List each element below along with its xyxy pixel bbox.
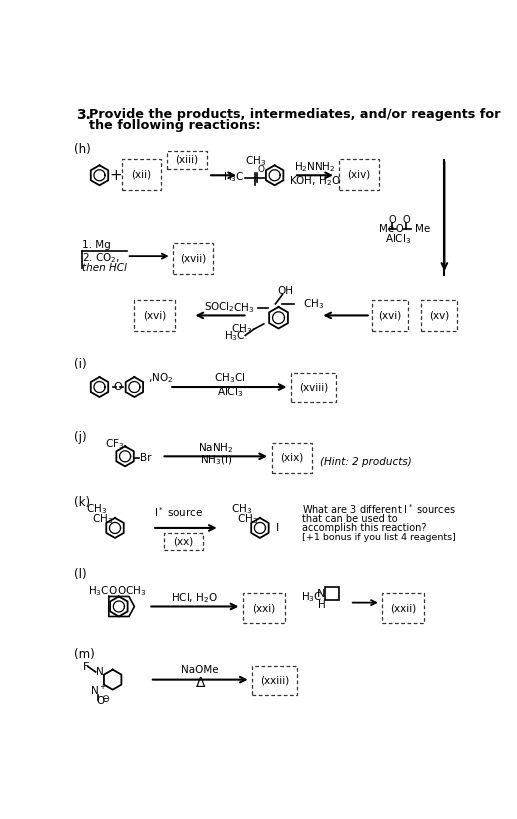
Text: (xviii): (xviii)	[299, 382, 328, 393]
Text: O: O	[96, 696, 104, 706]
Text: N$^+$: N$^+$	[89, 684, 107, 697]
Text: I$^*$ source: I$^*$ source	[154, 505, 203, 519]
Text: Me: Me	[415, 224, 430, 234]
Text: (m): (m)	[74, 648, 95, 661]
Text: then HCl: then HCl	[82, 263, 127, 273]
Text: (xii): (xii)	[131, 170, 151, 179]
Bar	[383, 594, 424, 622]
Text: Provide the products, intermediates, and/or reagents for: Provide the products, intermediates, and…	[89, 108, 501, 121]
Text: CH$_3$: CH$_3$	[231, 323, 252, 336]
Text: (k): (k)	[74, 496, 90, 509]
Text: H$_3$C: H$_3$C	[223, 170, 245, 184]
Text: (xv): (xv)	[429, 310, 449, 320]
Text: accomplish this reaction?: accomplish this reaction?	[302, 523, 427, 533]
Text: the following reactions:: the following reactions:	[89, 119, 261, 132]
Text: SOCl$_2$: SOCl$_2$	[204, 300, 235, 314]
Text: CF$_3$: CF$_3$	[105, 437, 125, 451]
Text: OCH$_3$: OCH$_3$	[117, 584, 147, 598]
Text: Br: Br	[140, 453, 151, 463]
Bar	[291, 373, 336, 402]
Bar	[421, 300, 457, 331]
Text: H$_3$C: H$_3$C	[224, 329, 245, 343]
Text: CH$_3$: CH$_3$	[92, 513, 113, 527]
Text: (Hint: 2 products): (Hint: 2 products)	[321, 457, 412, 467]
Bar	[243, 594, 285, 622]
Text: (xiii): (xiii)	[175, 155, 199, 165]
Text: O: O	[114, 382, 123, 392]
Text: H: H	[318, 600, 326, 610]
Text: ,NO$_2$: ,NO$_2$	[148, 372, 174, 386]
Text: F: F	[83, 662, 89, 672]
Bar	[173, 243, 214, 274]
Text: CH$_3$: CH$_3$	[231, 503, 252, 516]
Text: H$_3$C: H$_3$C	[301, 590, 323, 604]
Text: I: I	[276, 523, 280, 533]
Text: (j): (j)	[74, 431, 86, 444]
Text: $\Delta$: $\Delta$	[194, 676, 206, 690]
Text: O: O	[396, 224, 403, 234]
Text: N: N	[317, 589, 326, 600]
Text: 2. CO$_2$,: 2. CO$_2$,	[82, 251, 119, 265]
Text: O: O	[257, 165, 265, 174]
Text: CH$_3$: CH$_3$	[303, 297, 325, 310]
Text: (i): (i)	[74, 358, 86, 371]
Text: that can be used to: that can be used to	[302, 514, 398, 523]
Text: (l): (l)	[74, 568, 86, 581]
Text: Me: Me	[378, 224, 394, 234]
Text: OH: OH	[278, 286, 294, 296]
Text: CH$_3$: CH$_3$	[86, 503, 108, 516]
Text: CH$_3$Cl: CH$_3$Cl	[214, 372, 246, 386]
Text: H$_2$NNH$_2$: H$_2$NNH$_2$	[294, 160, 336, 174]
Text: CH$_3$: CH$_3$	[246, 155, 267, 169]
Text: [+1 bonus if you list 4 reagents]: [+1 bonus if you list 4 reagents]	[302, 533, 455, 542]
Text: $\ominus$: $\ominus$	[101, 694, 110, 704]
Text: HCl, H$_2$O: HCl, H$_2$O	[171, 591, 218, 605]
Text: (xxiii): (xxiii)	[260, 676, 290, 686]
Text: (xiv): (xiv)	[347, 170, 371, 179]
Text: KOH, H$_2$O: KOH, H$_2$O	[289, 174, 341, 188]
Bar	[167, 151, 207, 169]
Text: O: O	[389, 215, 396, 225]
Text: 3.: 3.	[76, 108, 91, 122]
Text: (xvi): (xvi)	[378, 310, 402, 320]
Text: (xvii): (xvii)	[180, 253, 206, 264]
Text: (xix): (xix)	[280, 453, 303, 463]
Text: AlCl$_3$: AlCl$_3$	[217, 385, 243, 399]
Text: CH$_3$: CH$_3$	[233, 301, 254, 314]
Text: O: O	[403, 215, 410, 225]
Text: (xx): (xx)	[173, 536, 193, 547]
Text: 1. Mg: 1. Mg	[82, 240, 111, 250]
Bar	[339, 159, 379, 190]
Bar	[122, 159, 161, 190]
Text: (xxii): (xxii)	[390, 603, 416, 613]
Bar	[271, 443, 312, 473]
Text: (xvi): (xvi)	[143, 310, 166, 320]
Bar	[164, 533, 203, 550]
Text: CH$_3$: CH$_3$	[237, 513, 258, 527]
Text: NaOMe: NaOMe	[181, 665, 219, 676]
Bar	[134, 300, 175, 331]
Bar	[372, 300, 408, 331]
Bar	[252, 666, 297, 695]
Text: (h): (h)	[74, 143, 90, 156]
Text: +: +	[110, 168, 122, 183]
Text: (xxi): (xxi)	[252, 603, 276, 613]
Text: NH$_3$(l): NH$_3$(l)	[200, 454, 232, 467]
Text: What are 3 different I$^*$ sources: What are 3 different I$^*$ sources	[302, 502, 455, 516]
Text: N: N	[96, 667, 104, 677]
Text: H$_3$CO: H$_3$CO	[88, 584, 117, 598]
Text: NaNH$_2$: NaNH$_2$	[198, 441, 233, 455]
Text: AlCl$_3$: AlCl$_3$	[385, 233, 411, 246]
